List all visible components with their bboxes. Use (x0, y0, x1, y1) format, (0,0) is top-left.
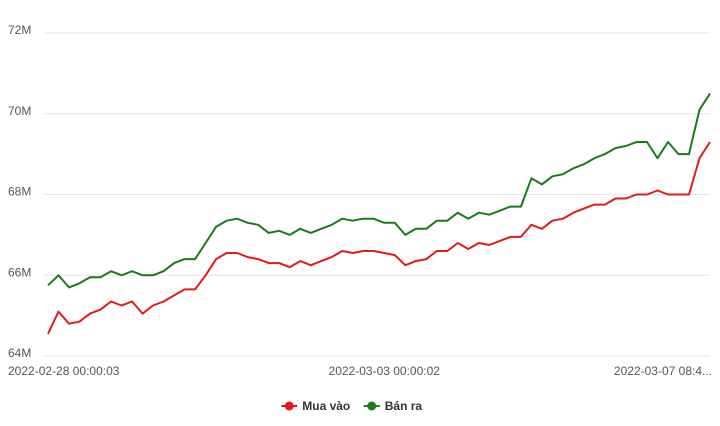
legend-swatch-dot (284, 401, 294, 411)
y-tick-label: 68M (8, 185, 31, 199)
x-tick-label: 2022-02-28 00:00:03 (8, 364, 120, 378)
legend-swatch-dot (367, 401, 377, 411)
legend-label: Bán ra (385, 399, 423, 413)
y-tick-label: 72M (8, 23, 31, 37)
y-tick-label: 66M (8, 265, 31, 279)
x-tick-label: 2022-03-03 00:00:02 (329, 364, 441, 378)
legend: Mua vào Bán ra (281, 399, 422, 413)
series-line (47, 93, 711, 289)
x-tick-label: 2022-03-07 08:4... (614, 364, 712, 378)
series-line (47, 141, 711, 335)
legend-label: Mua vào (302, 399, 350, 413)
y-tick-label: 70M (8, 104, 31, 118)
y-tick-label: 64M (8, 346, 31, 360)
